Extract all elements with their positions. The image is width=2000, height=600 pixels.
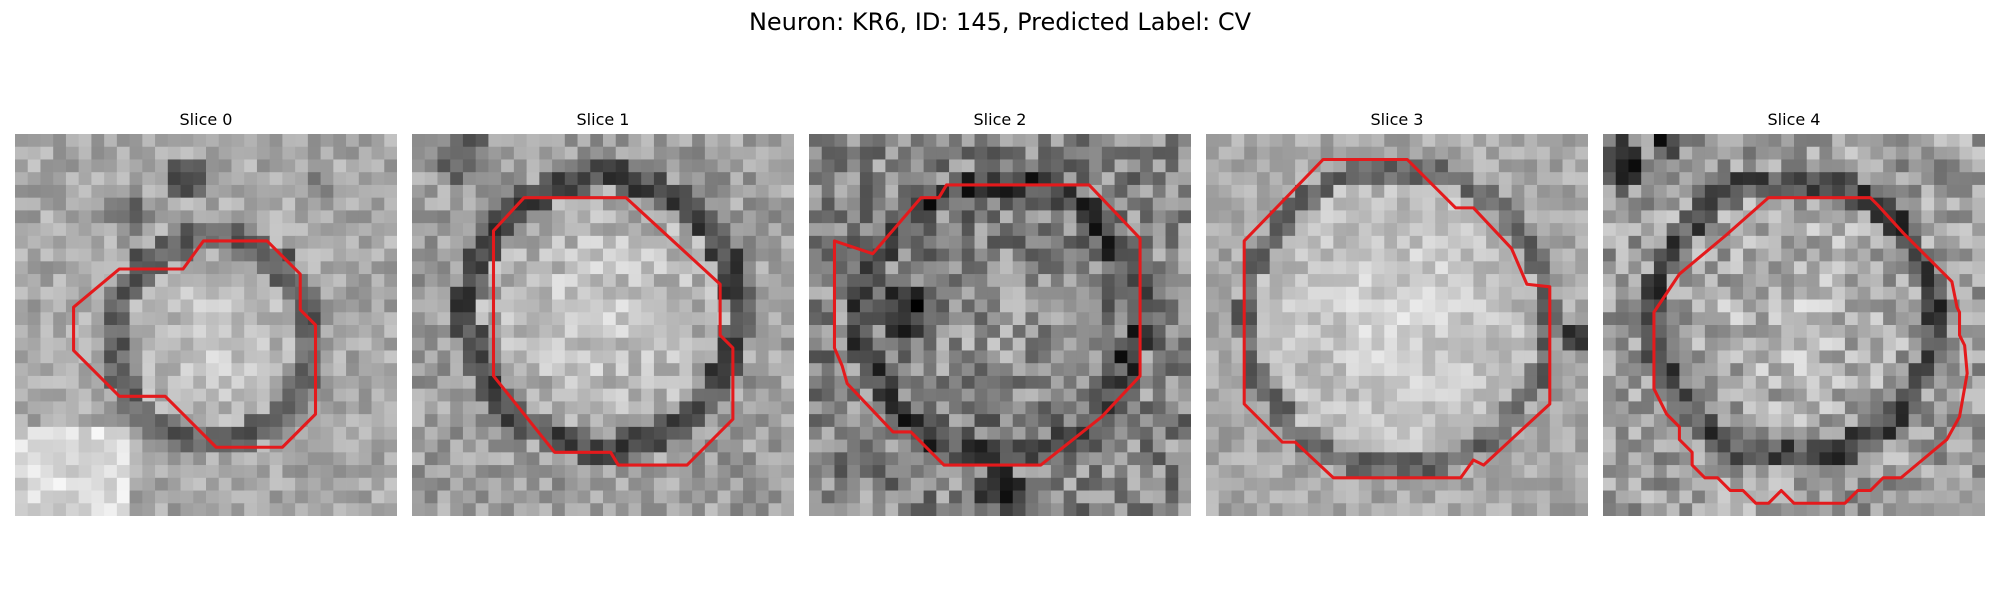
slice-image bbox=[1206, 134, 1588, 516]
slice-title: Slice 3 bbox=[1370, 110, 1424, 129]
figure-title: Neuron: KR6, ID: 145, Predicted Label: C… bbox=[748, 8, 1252, 36]
slice-image bbox=[809, 134, 1191, 516]
slice-image bbox=[412, 134, 794, 516]
neuron-contour bbox=[1652, 196, 1969, 505]
neuron-contour bbox=[491, 196, 735, 467]
slice-title: Slice 1 bbox=[576, 110, 630, 129]
slice-title: Slice 2 bbox=[973, 110, 1027, 129]
slice-image bbox=[1603, 134, 1985, 516]
slice-title: Slice 0 bbox=[179, 110, 233, 129]
slice-image bbox=[15, 134, 397, 516]
neuron-contour bbox=[1242, 157, 1552, 480]
neuron-contour bbox=[72, 239, 318, 449]
slice-title: Slice 4 bbox=[1767, 110, 1821, 129]
neuron-contour bbox=[832, 183, 1142, 467]
